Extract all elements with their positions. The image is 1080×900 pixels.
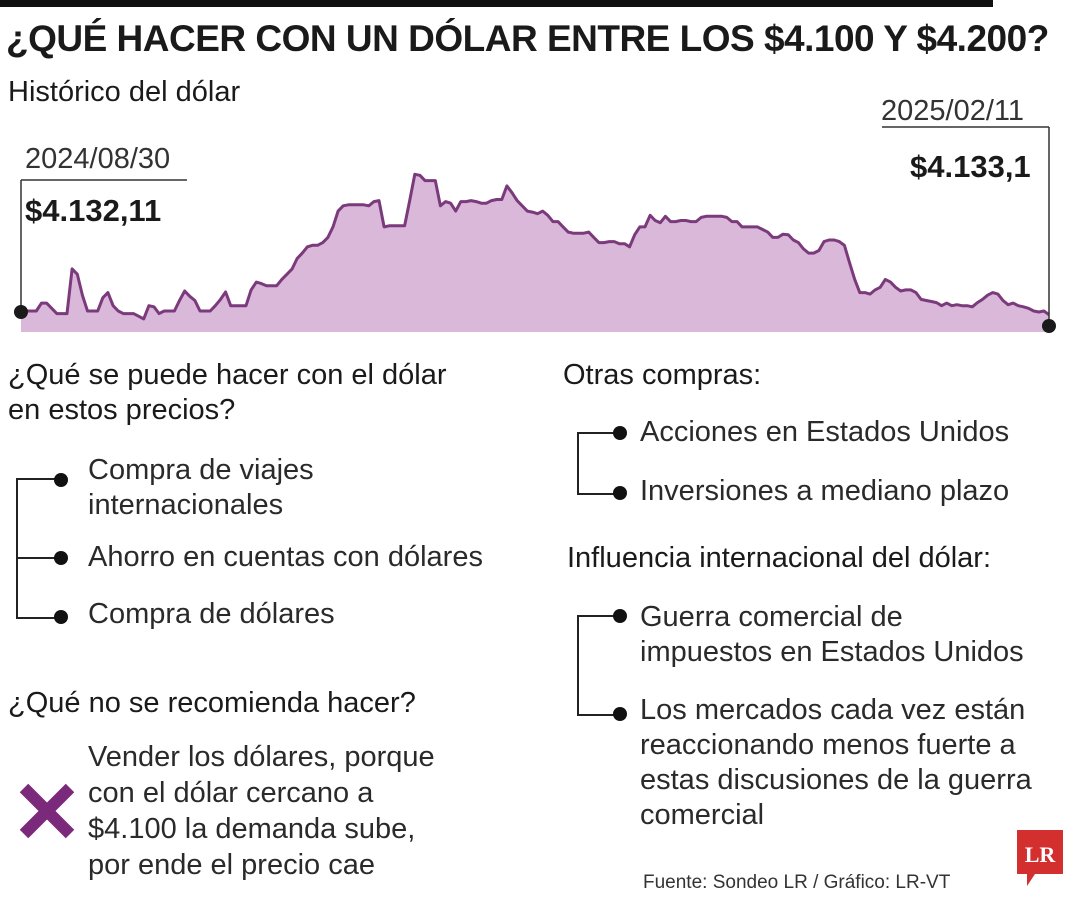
can-do-item-1-line2: internacionales	[88, 489, 284, 521]
influence-item-2-line4: comercial	[640, 799, 765, 831]
influence-item-2-line3: estas discusiones de la guerra	[640, 764, 1032, 796]
end-value-label: $4.133,1	[910, 149, 1031, 184]
influence-item-1-line1: Guerra comercial de	[640, 601, 903, 633]
x-icon	[19, 783, 75, 839]
not-recommended-heading: ¿Qué no se recomienda hacer?	[8, 687, 416, 719]
other-purchase-2: Inversiones a mediano plazo	[640, 475, 1010, 507]
bullet-dot	[613, 486, 627, 500]
influence-item-1-line2: impuestos en Estados Unidos	[640, 636, 1024, 668]
lr-logo: LR	[1017, 830, 1063, 886]
source-credit: Fuente: Sondeo LR / Gráfico: LR-VT	[643, 872, 951, 893]
not-recommended-line3: $4.100 la demanda sube,	[88, 813, 416, 845]
can-do-item-3: Compra de dólares	[88, 598, 335, 630]
page-title: ¿QUÉ HACER CON UN DÓLAR ENTRE LOS $4.100…	[6, 18, 1049, 59]
bullet-dot	[54, 551, 68, 565]
bullet-dot	[613, 426, 627, 440]
can-do-item-1-line1: Compra de viajes	[88, 454, 314, 486]
other-purchases-heading: Otras compras:	[563, 359, 762, 391]
other-purchases-bracket	[577, 432, 621, 495]
start-point	[14, 305, 28, 319]
influence-item-2-line1: Los mercados cada vez están	[640, 694, 1026, 726]
other-purchase-1: Acciones en Estados Unidos	[640, 416, 1010, 448]
start-date-label: 2024/08/30	[25, 143, 170, 175]
chart-subtitle: Histórico del dólar	[8, 76, 241, 108]
can-do-branch-2	[16, 557, 60, 559]
bullet-dot	[54, 473, 68, 487]
end-date-label: 2025/02/11	[881, 95, 1024, 127]
bullet-dot	[54, 610, 68, 624]
not-recommended-line2: con el dólar cercano a	[88, 777, 374, 809]
not-recommended-line1: Vender los dólares, porque	[88, 741, 435, 773]
svg-text:LR: LR	[1025, 842, 1057, 867]
influence-item-2-line2: reaccionando menos fuerte a	[640, 729, 1016, 761]
top-rule	[0, 0, 993, 7]
international-influence-heading: Influencia internacional del dólar:	[567, 542, 991, 574]
not-recommended-line4: por ende el precio cae	[88, 849, 375, 881]
price-line	[20, 172, 1050, 321]
can-do-item-2: Ahorro en cuentas con dólares	[88, 541, 483, 573]
can-do-bracket	[16, 478, 62, 619]
end-point	[1042, 319, 1056, 333]
can-do-heading-line2: en estos precios?	[8, 394, 236, 426]
price-area	[21, 174, 1049, 332]
bullet-dot	[613, 707, 627, 721]
start-value-label: $4.132,11	[25, 193, 161, 228]
dollar-history-chart: 2024/08/30 $4.132,11 2025/02/11 $4.133,1	[14, 95, 1056, 333]
bullet-dot	[613, 609, 627, 623]
can-do-heading-line1: ¿Qué se puede hacer con el dólar	[8, 359, 447, 391]
influence-bracket	[577, 615, 621, 716]
